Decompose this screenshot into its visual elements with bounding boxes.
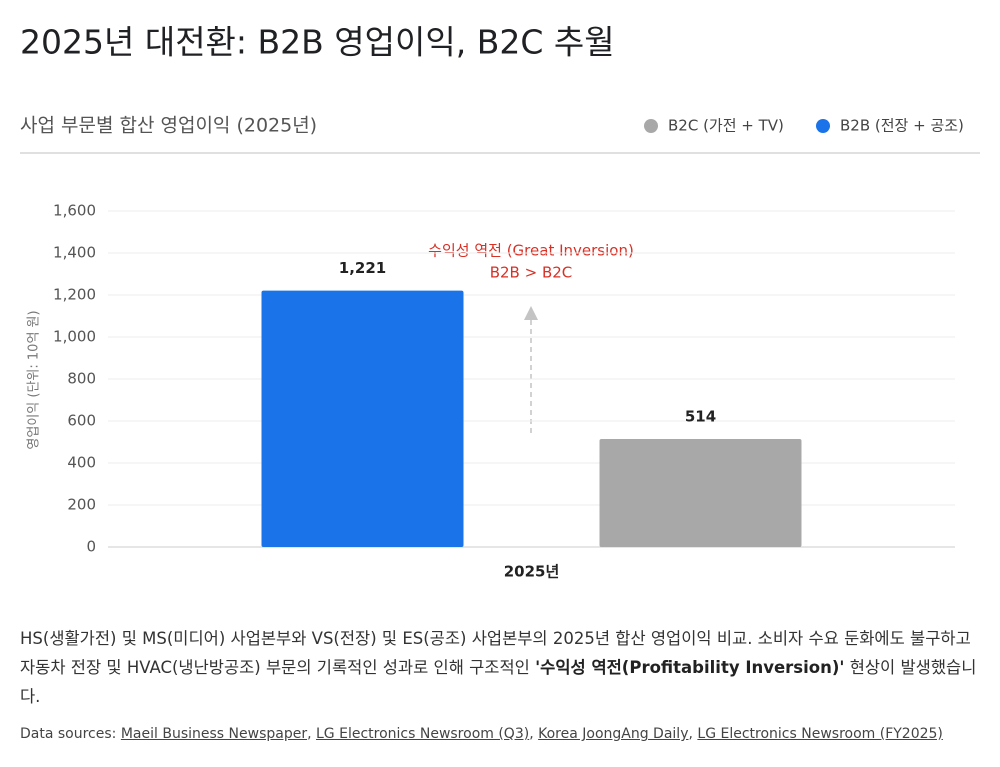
source-link[interactable]: Maeil Business Newspaper [120, 726, 308, 742]
annotation: B2B > B2C [490, 264, 573, 282]
y-tick-label: 600 [67, 412, 96, 430]
source-link[interactable]: Korea JoongAng Daily [538, 726, 689, 742]
sources-label: Data sources: [20, 726, 117, 742]
value-label: 514 [685, 408, 716, 426]
y-tick-label: 0 [86, 538, 96, 556]
y-tick-label: 200 [67, 496, 96, 514]
legend-label: B2C (가전 + TV) [668, 117, 784, 135]
legend-swatch [816, 119, 830, 133]
source-link[interactable]: LG Electronics Newsroom (FY2025) [697, 726, 943, 742]
value-label: 1,221 [339, 259, 386, 277]
legend-swatch [644, 119, 658, 133]
bar [261, 290, 464, 547]
y-tick-label: 1,600 [53, 202, 96, 220]
sources: Data sources: Maeil Business Newspaper, … [20, 726, 943, 742]
y-tick-label: 1,000 [53, 328, 96, 346]
y-tick-label: 1,200 [53, 286, 96, 304]
description-text: 현상이 발생했습니다. [20, 658, 977, 706]
chart-title: 2025년 대전환: B2B 영업이익, B2C 추월 [20, 23, 615, 62]
chart-subtitle: 사업 부문별 합산 영업이익 (2025년) [20, 115, 317, 137]
y-tick-label: 400 [67, 454, 96, 472]
annotation: 수익성 역전 (Great Inversion) [428, 242, 634, 260]
description-bold: '수익성 역전(Profitability Inversion)' [535, 658, 845, 677]
y-axis-label: 영업이익 (단위: 10억 원) [27, 310, 42, 449]
y-tick-label: 1,400 [53, 244, 96, 262]
x-tick-label: 2025년 [504, 563, 560, 581]
chart: 2025년 대전환: B2B 영업이익, B2C 추월 사업 부문별 합산 영업… [20, 23, 980, 581]
description: HS(생활가전) 및 MS(미디어) 사업본부와 VS(전장) 및 ES(공조)… [20, 624, 980, 711]
bar [599, 439, 802, 547]
y-tick-label: 800 [67, 370, 96, 388]
legend-label: B2B (전장 + 공조) [840, 117, 964, 135]
annotation-arrowhead [524, 306, 538, 320]
source-link[interactable]: LG Electronics Newsroom (Q3) [316, 726, 530, 742]
description-text: HS(생활가전) 및 MS(미디어) 사업본부와 VS(전장) 및 ES(공조)… [20, 629, 971, 677]
